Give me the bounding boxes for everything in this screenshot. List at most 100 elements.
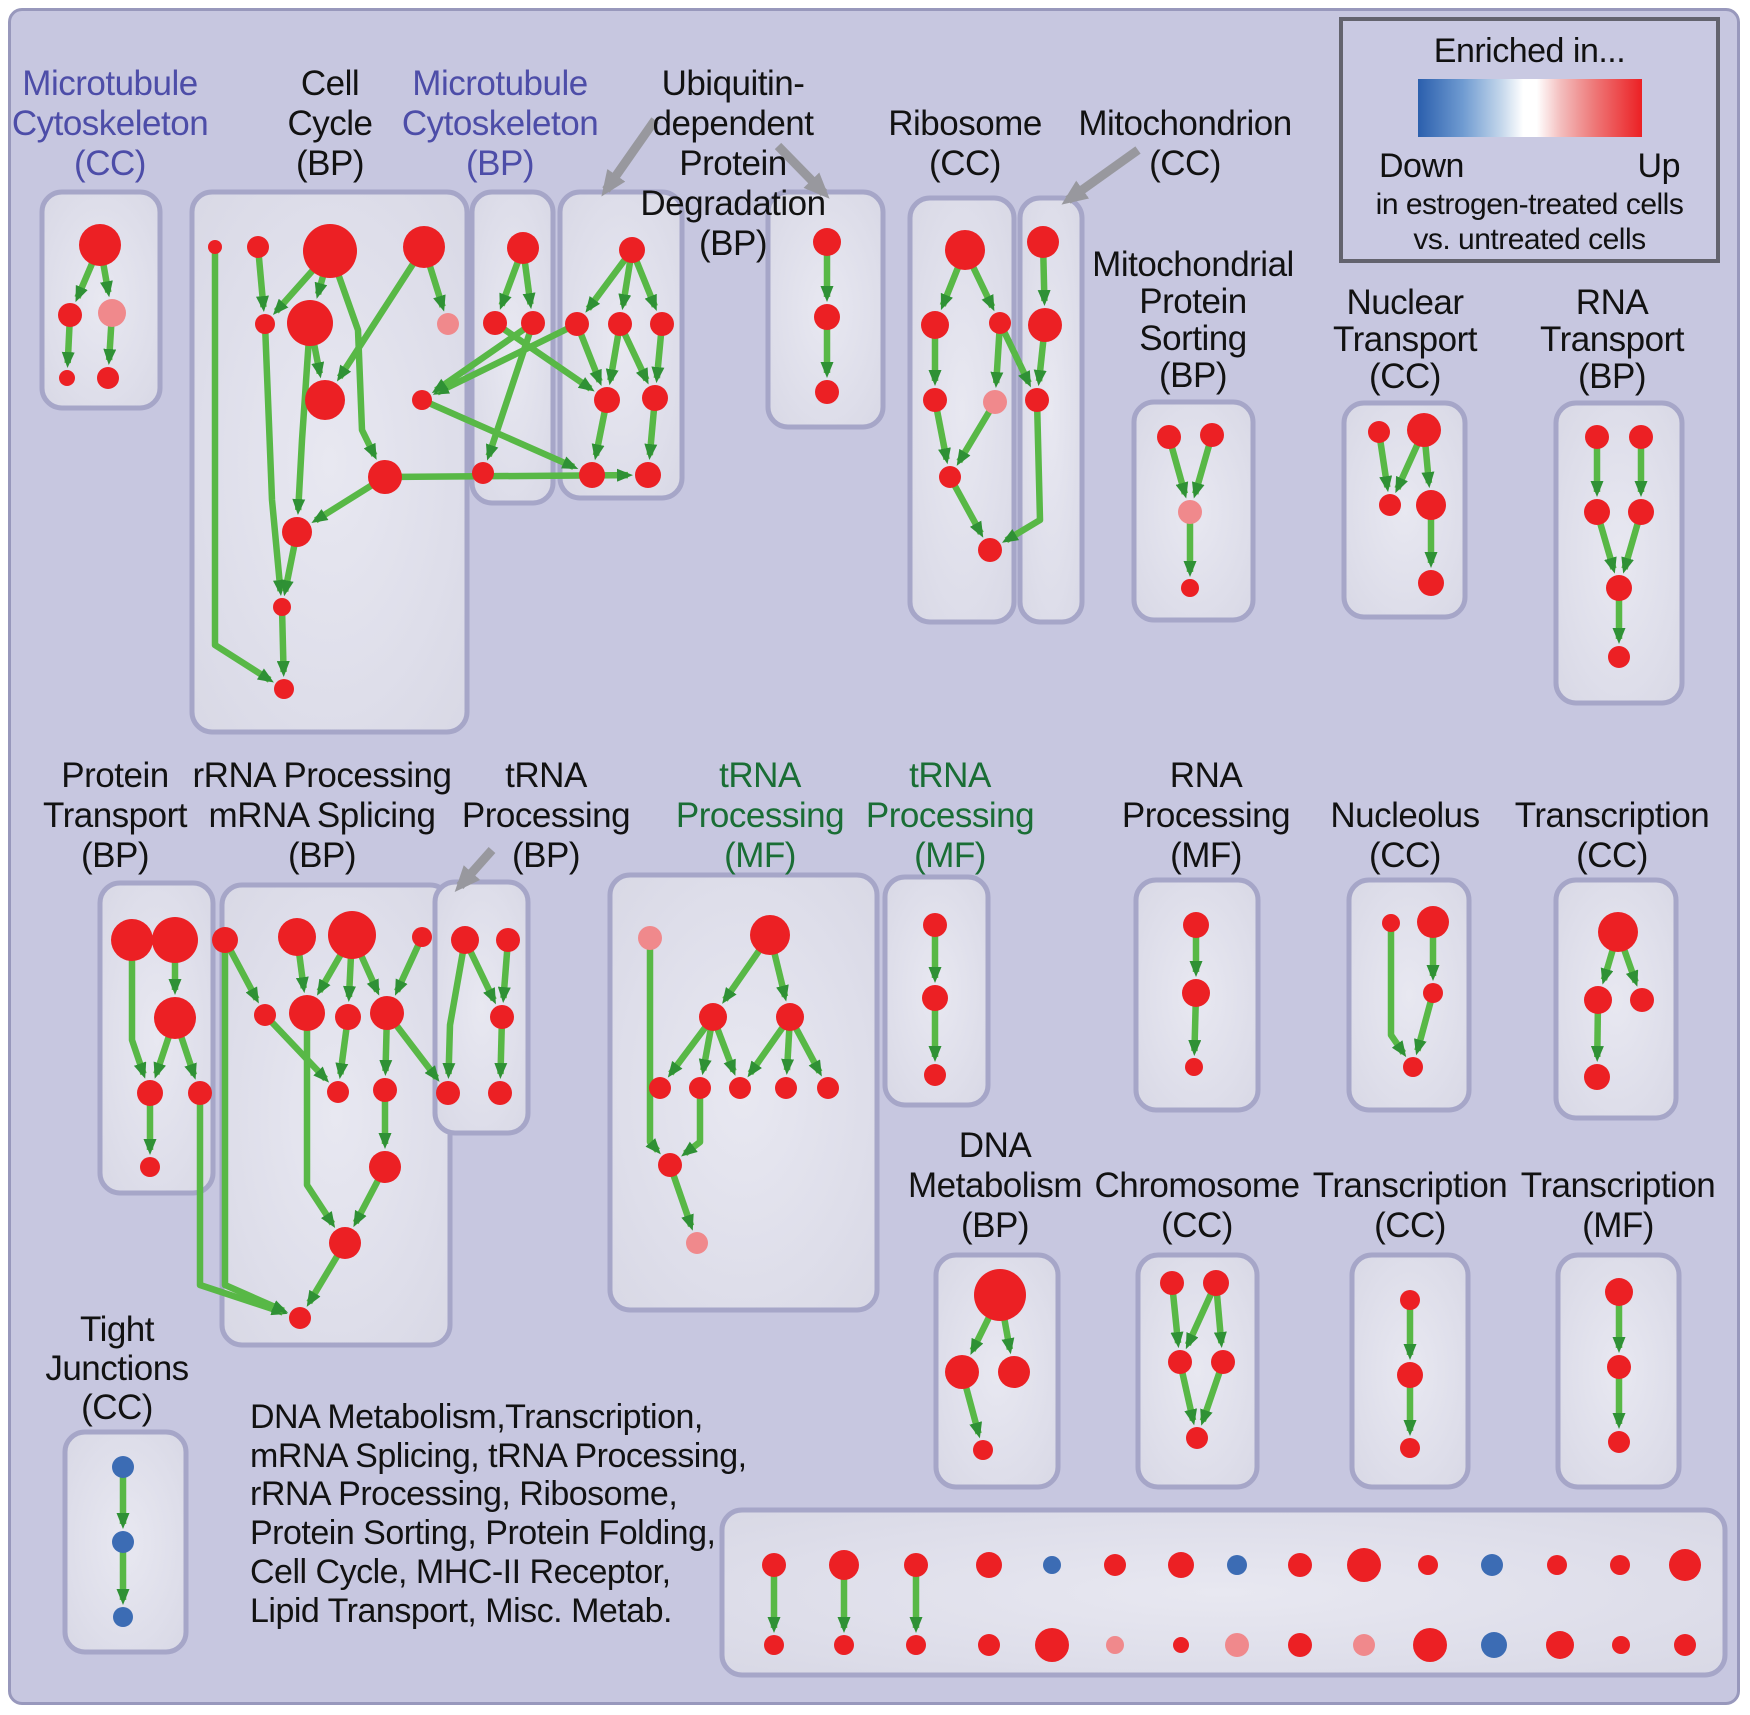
go-term-node-n5-up <box>1418 570 1444 596</box>
go-term-node-wb9-up <box>1288 1633 1312 1657</box>
go-term-node-wb7-up <box>1173 1637 1189 1653</box>
go-term-node-wb4-up <box>978 1634 1000 1656</box>
go-term-node-x2-up <box>699 1003 727 1031</box>
go-term-node-c10-up <box>368 460 402 494</box>
go-term-node-n3-up <box>1379 494 1401 516</box>
go-term-node-d2-up <box>1182 979 1210 1007</box>
cluster-box-mitochondrion <box>1017 195 1085 625</box>
go-term-node-g1-up <box>1027 226 1059 258</box>
go-term-node-wb2-up <box>834 1635 854 1655</box>
go-term-node-d1-up <box>1183 912 1209 938</box>
edge-x0-x4 <box>645 938 661 1155</box>
go-term-node-u5-up <box>594 387 620 413</box>
go-term-node-r7-up <box>939 466 961 488</box>
go-term-node-y5-up <box>817 1077 839 1099</box>
go-term-node-r2-up <box>921 311 949 339</box>
go-term-node-i2-up <box>1203 1270 1229 1296</box>
legend-down-label: Down <box>1379 147 1464 185</box>
go-term-node-l2-down <box>112 1531 134 1553</box>
go-term-node-x3-up <box>776 1003 804 1031</box>
annotation-line: mRNA Splicing, tRNA Processing, <box>250 1436 747 1475</box>
go-term-node-wt14-up <box>1610 1555 1630 1575</box>
go-term-node-u3-up <box>608 312 632 336</box>
go-term-node-k1-up <box>1605 1278 1633 1306</box>
go-term-node-wb11-up <box>1413 1628 1447 1662</box>
go-term-node-e1-up <box>1382 914 1400 932</box>
go-term-node-r5-up_light <box>983 390 1007 414</box>
go-term-node-c4-up <box>403 226 445 268</box>
go-term-node-wb5-up <box>1035 1628 1069 1662</box>
edge-r3-r6 <box>997 321 1032 388</box>
cluster-box-dna-metabolism <box>933 1252 1061 1490</box>
legend-gradient-bar <box>1418 79 1642 137</box>
edge-q5-q9 <box>262 1012 330 1083</box>
go-term-node-i5-up <box>1186 1427 1208 1449</box>
go-term-node-n1-up <box>1368 421 1390 443</box>
go-term-node-wt2-up <box>829 1550 859 1580</box>
go-term-node-wt4-up <box>976 1552 1002 1578</box>
go-term-node-wt3-up <box>904 1553 928 1577</box>
edge-u2-c9 <box>432 321 579 396</box>
go-term-node-a3-up_light <box>98 299 126 327</box>
cluster-box-chromosome <box>1135 1252 1260 1490</box>
edge-w1-w4 <box>442 939 469 1080</box>
callout-arrow-mitochondrion <box>1061 146 1141 205</box>
go-term-node-wb13-up <box>1546 1631 1574 1659</box>
go-term-node-wb8-up_light <box>1225 1633 1249 1657</box>
go-term-node-p5-up <box>188 1081 212 1105</box>
go-term-node-r3-up <box>989 312 1011 334</box>
go-term-node-j2-up <box>1397 1362 1423 1388</box>
go-term-node-s2-up <box>1200 423 1224 447</box>
go-term-node-q8-up <box>370 996 404 1030</box>
go-term-node-h3-up <box>998 1356 1030 1388</box>
go-term-node-q3-up <box>328 911 376 959</box>
misc-clusters-annotation: DNA Metabolism,Transcription, mRNA Splici… <box>250 1398 747 1630</box>
go-term-node-c8-up <box>305 380 345 420</box>
go-term-node-w3-up <box>490 1005 514 1029</box>
edge-c5-c12 <box>261 323 286 597</box>
go-term-node-v2-up <box>814 304 840 330</box>
go-term-node-r1-up <box>945 230 985 270</box>
callout-arrow-trna-bp <box>454 847 496 892</box>
go-term-node-wt5-down <box>1043 1556 1061 1574</box>
go-term-node-q2-up <box>278 918 316 956</box>
go-term-node-q1-up <box>212 927 238 953</box>
go-term-node-w2-up <box>496 928 520 952</box>
go-term-node-u1-up <box>619 237 645 263</box>
go-term-node-t2-up <box>1629 425 1653 449</box>
go-term-node-m2-up <box>483 311 507 335</box>
edge-c4-c8 <box>336 245 427 382</box>
go-term-node-u6-up <box>642 385 668 411</box>
go-term-node-u7-up <box>579 462 605 488</box>
cluster-box-ubiquitin-a <box>557 189 685 501</box>
go-term-node-wt11-up <box>1418 1555 1438 1575</box>
go-term-node-a5-up <box>97 367 119 389</box>
go-term-node-wb3-up <box>906 1635 926 1655</box>
go-term-node-c11-up <box>282 517 312 547</box>
go-term-node-l3-down <box>113 1607 133 1627</box>
go-term-node-z1-up <box>923 913 947 937</box>
go-term-node-r8-up <box>978 538 1002 562</box>
cluster-box-nucleolus <box>1346 877 1472 1113</box>
go-term-node-m1-up <box>507 232 539 264</box>
go-term-node-wt7-up <box>1168 1552 1194 1578</box>
go-term-node-m3-up <box>521 311 545 335</box>
go-term-node-wt8-down <box>1227 1555 1247 1575</box>
go-term-node-t1-up <box>1585 425 1609 449</box>
annotation-line: DNA Metabolism,Transcription, <box>250 1398 703 1436</box>
edge-c1-c13 <box>211 247 274 683</box>
go-term-node-q4-up <box>412 927 432 947</box>
go-term-node-i1-up <box>1160 1271 1184 1295</box>
go-term-node-s4-up <box>1181 579 1199 597</box>
edge-r6-r8 <box>1002 399 1044 544</box>
go-term-node-s1-up <box>1157 425 1181 449</box>
go-term-node-d3-up <box>1185 1058 1203 1076</box>
cluster-box-microtubule-bp <box>469 189 556 506</box>
go-term-node-z2-up <box>922 985 948 1011</box>
go-term-node-wb12-down <box>1481 1632 1507 1658</box>
go-term-node-q5-up <box>254 1004 276 1026</box>
go-term-node-e3-up <box>1423 983 1443 1003</box>
go-term-node-wt13-up <box>1547 1555 1567 1575</box>
go-term-node-m4-up <box>472 462 494 484</box>
go-term-node-x0-up_light <box>638 926 662 950</box>
